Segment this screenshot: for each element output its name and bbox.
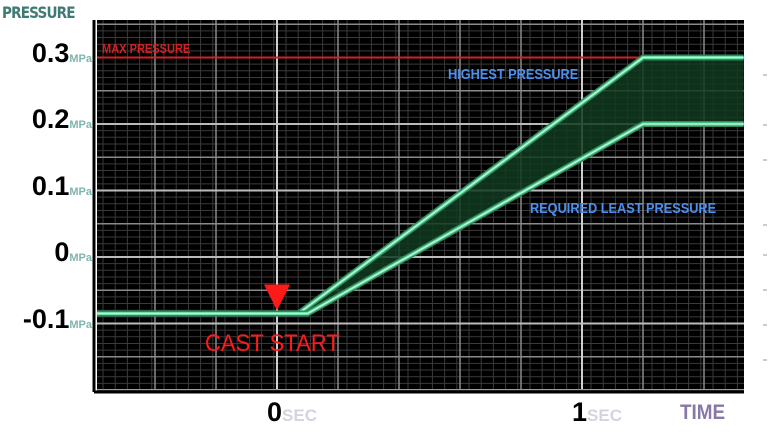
highest-pressure-label: HIGHEST PRESSURE (448, 65, 578, 82)
y-tick-unit: MPa (69, 185, 92, 198)
x-tick-unit: SEC (587, 406, 622, 425)
y-axis-title: PRESSURE (2, 3, 76, 22)
y-tick-unit: MPa (69, 252, 92, 264)
max-pressure-label: MAX PRESSURE (102, 41, 190, 56)
pressure-band (97, 57, 744, 314)
y-tick-label: 0.2MPa (32, 104, 92, 135)
y-tick-unit: MPa (69, 318, 92, 331)
x-axis-title: TIME (680, 401, 726, 424)
y-tick-value: 0 (54, 237, 70, 267)
cast-start-label: CAST START (205, 329, 340, 356)
y-tick-value: 0.2 (31, 104, 70, 134)
least-pressure-label: REQUIRED LEAST PRESSURE (530, 199, 716, 216)
y-tick-unit: MPa (69, 119, 92, 131)
y-tick-label: 0.3MPa (32, 38, 92, 69)
cast-start-marker (264, 284, 290, 311)
x-tick-label: 1SEC (572, 397, 622, 428)
y-tick-value: 0.3 (31, 37, 70, 68)
series-line-highlight-1 (97, 123, 744, 314)
y-tick-value: 0.1 (31, 170, 70, 201)
y-tick-label: 0MPa (54, 237, 92, 268)
x-tick-unit: SEC (282, 406, 317, 425)
y-tick-unit: MPa (69, 52, 92, 65)
x-tick-value: 1 (572, 397, 588, 427)
x-tick-value: 0 (267, 397, 283, 427)
x-tick-label: 0SEC (267, 397, 317, 428)
y-tick-label: -0.1MPa (23, 304, 92, 335)
y-tick-label: 0.1MPa (32, 171, 92, 202)
y-tick-value: -0.1 (22, 303, 70, 334)
